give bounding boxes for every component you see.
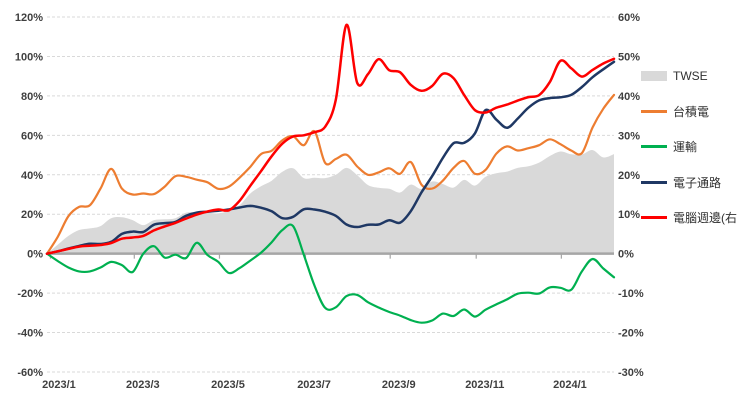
legend-label: 台積電 [673,104,710,119]
left-axis-tick-label: -20% [17,288,43,300]
twse-area-swatch [641,70,667,81]
right-axis-tick-label: 60% [618,12,640,24]
series-line-left-axis [45,93,616,255]
x-axis-tick-label: 2023/11 [465,379,504,391]
electronics-channel-line-swatch [641,180,667,184]
right-axis-tick-label: 30% [618,130,640,142]
legend-label: 運輸 [673,140,698,154]
x-axis-tick-label: 2023/1 [42,379,76,391]
left-axis-tick-label: 80% [21,91,43,103]
transport-line-swatch [641,145,667,148]
x-axis-tick-label: 2023/5 [211,379,245,391]
right-axis-tick-label: 20% [618,170,640,182]
left-axis-tick-label: 100% [15,51,43,63]
x-axis-tick-label: 2023/7 [297,379,331,391]
left-axis-tick-label: 40% [21,170,43,182]
legend-label: 電腦週邊(右 [673,211,737,225]
right-axis-tick-label: -10% [618,288,644,300]
right-axis-tick-label: 40% [618,91,640,103]
legend-item-transport: 運輸 [641,135,740,158]
legend-item-tsmc: 台積電 [641,100,740,123]
left-axis-tick-label: -60% [17,367,43,379]
right-axis-tick-label: -30% [618,367,644,379]
left-axis-tick-label: 20% [21,209,43,221]
series-line-left-axis [45,60,616,255]
computer-peripheral-line-swatch [641,216,667,219]
x-axis-tick-label: 2024/1 [553,379,587,391]
right-axis-tick-label: 50% [618,51,640,63]
legend-item-twse: TWSE [641,64,740,87]
right-axis-tick-label: -20% [618,328,644,340]
legend-item-computer-peripheral: 電腦週邊(右 [641,206,740,229]
x-axis-tick-label: 2023/9 [382,379,416,391]
left-axis-tick-label: 0% [27,249,43,261]
legend-label: TWSE [673,68,708,83]
left-axis-tick-label: 120% [15,12,43,24]
series-line-right-axis [45,23,616,255]
twse-area [47,150,614,254]
right-axis-tick-label: 10% [618,209,640,221]
legend-item-electronics-channel: 電子通路 [641,171,740,194]
series-line-left-axis [45,223,616,324]
chart-legend: TWSE 台積電 運輸 電子通路 電腦週邊(右 [641,64,740,242]
right-axis-tick-label: 0% [618,249,634,261]
x-axis-tick-label: 2023/3 [126,379,160,391]
legend-label: 電子通路 [673,175,722,190]
left-axis-tick-label: 60% [21,130,43,142]
left-axis-tick-label: -40% [17,328,43,340]
tsmc-line-swatch [641,109,667,113]
